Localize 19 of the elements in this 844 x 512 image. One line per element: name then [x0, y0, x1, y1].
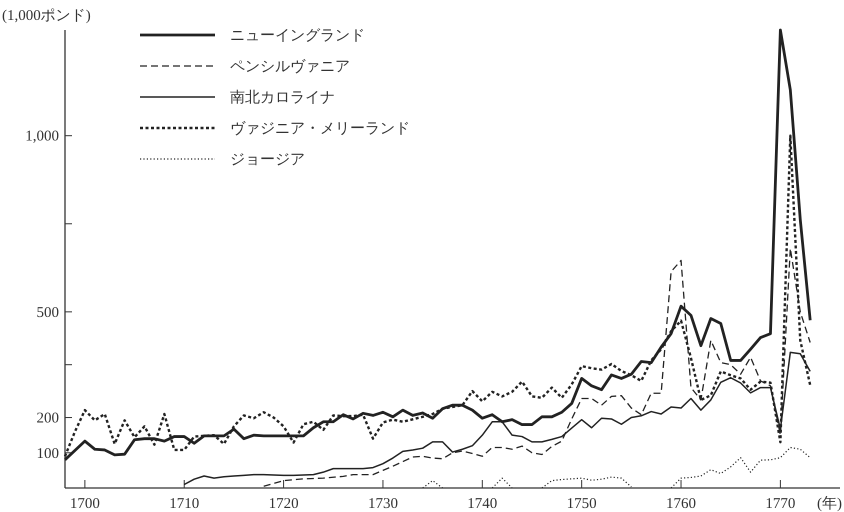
- x-tick-label: 1730: [368, 496, 398, 512]
- y-tick-label: 500: [36, 304, 59, 321]
- legend-label: ジョージア: [230, 152, 305, 168]
- legend-label: ニューイングランド: [230, 28, 365, 44]
- x-tick-label: 1750: [566, 496, 597, 512]
- x-tick-label: 1740: [467, 496, 498, 512]
- legend-label: ペンシルヴァニア: [230, 58, 350, 75]
- x-tick-label: 1770: [765, 496, 796, 512]
- x-axis-title: (年): [817, 495, 842, 512]
- y-tick-label: 100: [36, 446, 59, 462]
- x-tick-label: 1720: [268, 496, 299, 512]
- y-tick-label: 1,000: [25, 128, 59, 145]
- x-tick-label: 1700: [70, 496, 100, 512]
- x-tick-label: 1760: [666, 496, 696, 512]
- y-tick-label: 200: [36, 410, 59, 427]
- x-tick-label: 1710: [169, 496, 200, 512]
- legend-label: ヴァジニア・メリーランド: [230, 120, 410, 137]
- y-axis-title: (1,000ポンド): [2, 8, 91, 24]
- legend-label: 南北カロライナ: [230, 89, 335, 106]
